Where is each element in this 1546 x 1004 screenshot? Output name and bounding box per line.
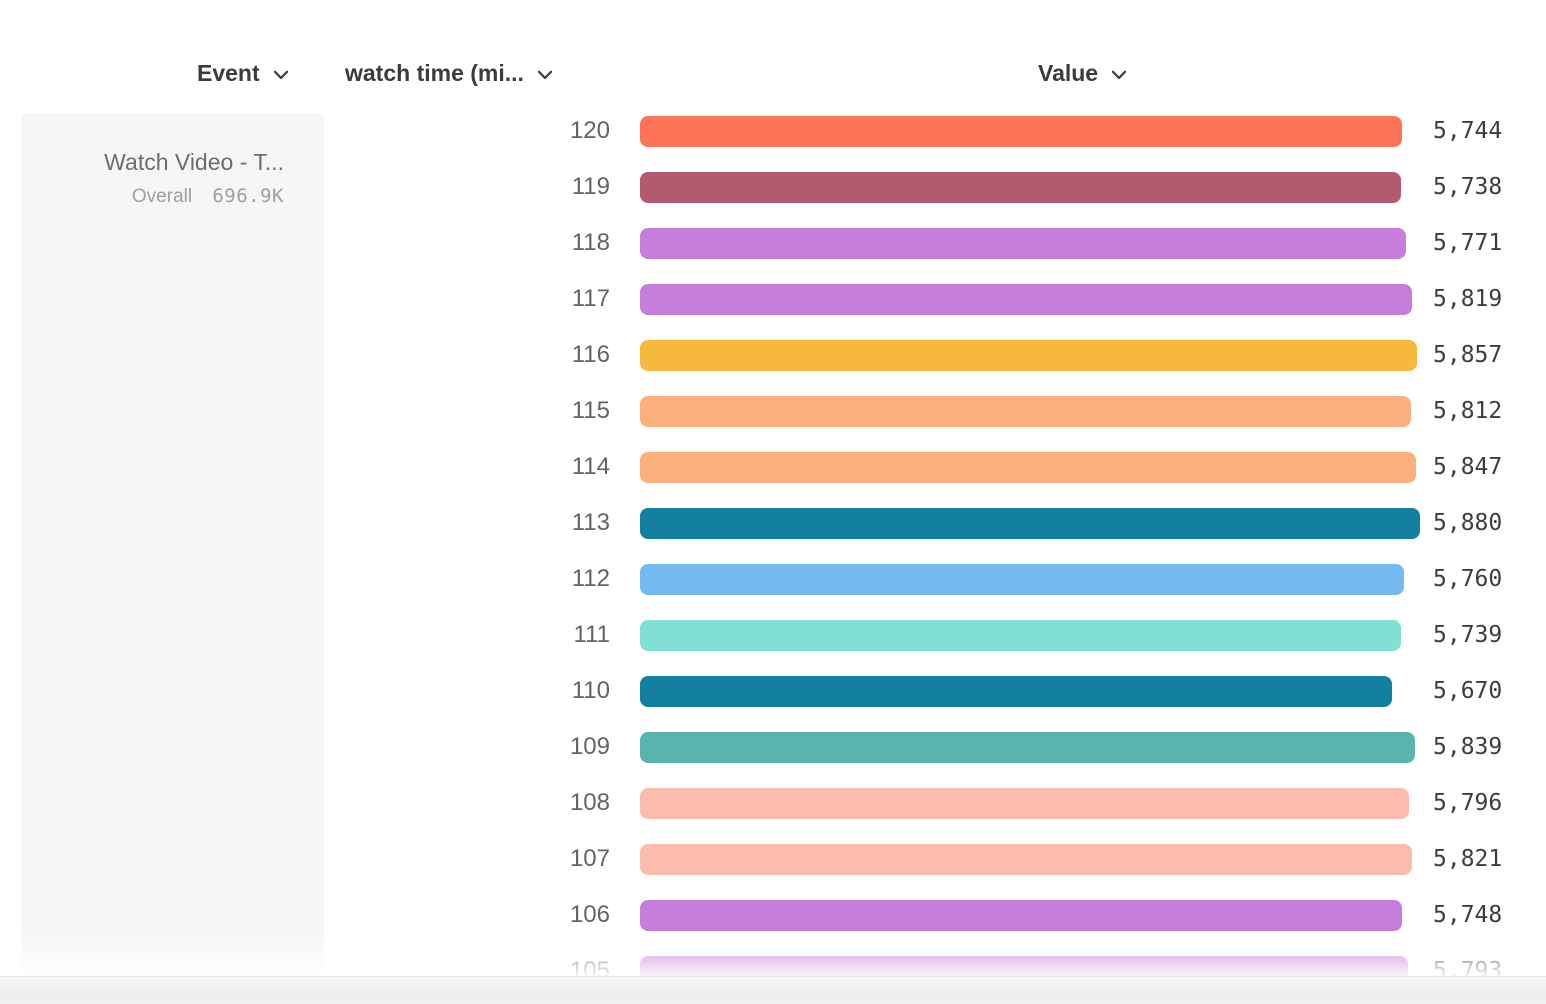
bar-track	[640, 451, 1420, 483]
value-bar[interactable]	[640, 899, 1402, 931]
value-bar[interactable]	[640, 451, 1416, 483]
chart-row: 113 5,880	[0, 495, 1546, 551]
bucket-label: 118	[571, 229, 610, 256]
metric-column-header[interactable]: watch time (mi...	[345, 59, 553, 87]
chart-row: 117 5,819	[0, 271, 1546, 327]
value-label: 5,847	[1433, 454, 1503, 480]
chart-row: 116 5,857	[0, 327, 1546, 383]
chart-row: 114 5,847	[0, 439, 1546, 495]
bar-track	[640, 115, 1420, 147]
chart-row: 108 5,796	[0, 775, 1546, 831]
bar-track	[640, 899, 1420, 931]
bucket-label: 112	[571, 565, 610, 592]
value-bar[interactable]	[640, 227, 1406, 259]
metric-column-label: watch time (mi...	[345, 59, 524, 86]
event-title: Watch Video - T...	[104, 149, 284, 175]
bucket-label: 119	[571, 173, 610, 200]
value-label: 5,812	[1433, 398, 1503, 424]
value-bar[interactable]	[640, 843, 1412, 875]
chevron-down-icon	[273, 70, 289, 80]
value-label: 5,857	[1433, 342, 1503, 368]
bar-track	[640, 731, 1420, 763]
bar-track	[640, 563, 1420, 595]
bucket-label: 110	[571, 677, 610, 704]
bottom-scroll-strip[interactable]	[0, 976, 1546, 1004]
bar-track	[640, 339, 1420, 371]
value-label: 5,738	[1433, 174, 1503, 200]
bar-track	[640, 675, 1420, 707]
chevron-down-icon	[1111, 70, 1127, 80]
value-bar[interactable]	[640, 731, 1415, 763]
value-label: 5,744	[1433, 118, 1503, 144]
bar-track	[640, 619, 1420, 651]
bucket-label: 115	[571, 397, 610, 424]
value-bar[interactable]	[640, 283, 1412, 315]
value-label: 5,760	[1433, 566, 1503, 592]
value-bar[interactable]	[640, 563, 1404, 595]
value-bar[interactable]	[640, 675, 1392, 707]
column-headers: Event watch time (mi... Value	[0, 0, 1546, 103]
chart-row: 110 5,670	[0, 663, 1546, 719]
bucket-label: 107	[569, 845, 610, 872]
overall-label: Overall	[131, 186, 193, 207]
event-column-label: Event	[197, 59, 260, 86]
value-label: 5,748	[1433, 902, 1503, 928]
chart-row: 111 5,739	[0, 607, 1546, 663]
value-column-header[interactable]: Value	[1038, 59, 1127, 87]
bar-track	[640, 395, 1420, 427]
chart-row: 119 5,738	[0, 159, 1546, 215]
chart-row: 120 5,744	[0, 103, 1546, 159]
value-label: 5,821	[1433, 846, 1503, 872]
bar-track	[640, 787, 1420, 819]
chart-row: 109 5,839	[0, 719, 1546, 775]
chart-row: 106 5,748	[0, 887, 1546, 943]
event-column-header[interactable]: Event	[197, 59, 289, 87]
value-label: 5,819	[1433, 286, 1503, 312]
overall-value: 696.9K	[212, 185, 284, 207]
bucket-label: 116	[571, 341, 610, 368]
bar-track	[640, 507, 1420, 539]
value-bar[interactable]	[640, 619, 1401, 651]
value-label: 5,839	[1433, 734, 1503, 760]
value-bar[interactable]	[640, 115, 1402, 147]
bucket-label: 108	[569, 789, 610, 816]
event-panel[interactable]: Watch Video - T... Overall 696.9K	[21, 113, 324, 972]
value-label: 5,771	[1433, 230, 1503, 256]
bar-track	[640, 227, 1420, 259]
value-bar[interactable]	[640, 787, 1409, 819]
chart-row: 115 5,812	[0, 383, 1546, 439]
bucket-label: 117	[571, 285, 610, 312]
bucket-label: 114	[571, 453, 610, 480]
bucket-label: 113	[571, 509, 610, 536]
bar-track	[640, 843, 1420, 875]
chart-row: 118 5,771	[0, 215, 1546, 271]
chart-row: 112 5,760	[0, 551, 1546, 607]
value-bar[interactable]	[640, 395, 1411, 427]
value-bar[interactable]	[640, 171, 1401, 203]
bucket-label: 106	[569, 901, 610, 928]
bar-chart: 120 5,744 119 5,738 118 5,771 117 5,819	[0, 103, 1546, 999]
bucket-label: 109	[569, 733, 610, 760]
bucket-label: 120	[569, 117, 610, 144]
event-overall-row: Overall 696.9K	[21, 185, 284, 208]
value-label: 5,739	[1433, 622, 1503, 648]
value-bar[interactable]	[640, 507, 1420, 539]
bucket-label: 111	[573, 621, 610, 648]
chart-row: 107 5,821	[0, 831, 1546, 887]
value-label: 5,880	[1433, 510, 1503, 536]
value-column-label: Value	[1038, 59, 1099, 86]
bar-track	[640, 283, 1420, 315]
value-label: 5,670	[1433, 678, 1503, 704]
value-bar[interactable]	[640, 339, 1417, 371]
chevron-down-icon	[537, 70, 553, 80]
bar-track	[640, 171, 1420, 203]
value-label: 5,796	[1433, 790, 1503, 816]
